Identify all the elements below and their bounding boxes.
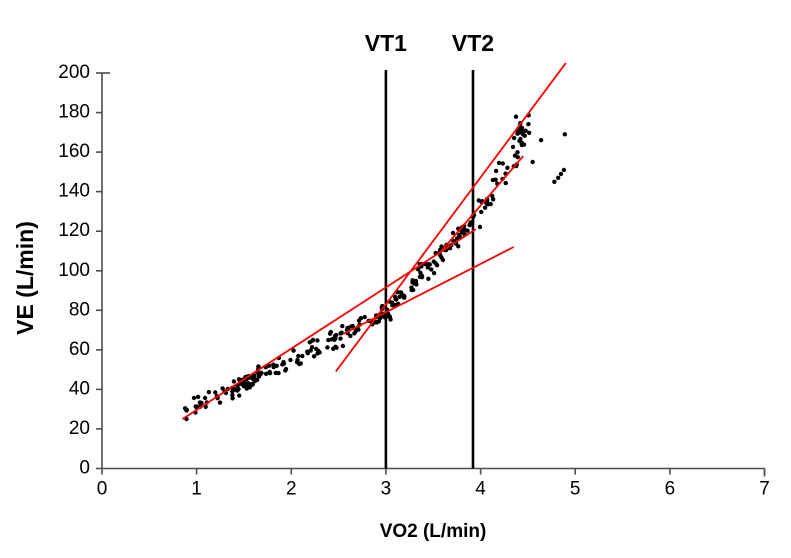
svg-text:120: 120 bbox=[58, 220, 90, 241]
svg-text:3: 3 bbox=[381, 479, 392, 500]
svg-text:5: 5 bbox=[570, 479, 581, 500]
svg-text:0: 0 bbox=[79, 458, 90, 479]
svg-text:20: 20 bbox=[69, 418, 90, 439]
svg-text:180: 180 bbox=[58, 102, 90, 123]
svg-text:7: 7 bbox=[759, 479, 770, 500]
svg-text:4: 4 bbox=[475, 479, 486, 500]
svg-text:2: 2 bbox=[286, 479, 297, 500]
svg-text:140: 140 bbox=[58, 181, 90, 202]
svg-text:VT1: VT1 bbox=[365, 30, 407, 56]
svg-text:100: 100 bbox=[58, 260, 90, 281]
svg-text:0: 0 bbox=[97, 479, 108, 500]
svg-text:1: 1 bbox=[191, 479, 202, 500]
svg-text:VO2 (L/min): VO2 (L/min) bbox=[380, 521, 487, 542]
svg-text:40: 40 bbox=[69, 378, 90, 399]
svg-text:VT2: VT2 bbox=[452, 30, 494, 56]
svg-text:80: 80 bbox=[69, 299, 90, 320]
svg-text:200: 200 bbox=[58, 62, 90, 83]
svg-text:60: 60 bbox=[69, 339, 90, 360]
svg-text:VE (L/min): VE (L/min) bbox=[12, 221, 38, 335]
svg-text:160: 160 bbox=[58, 141, 90, 162]
svg-text:6: 6 bbox=[665, 479, 676, 500]
